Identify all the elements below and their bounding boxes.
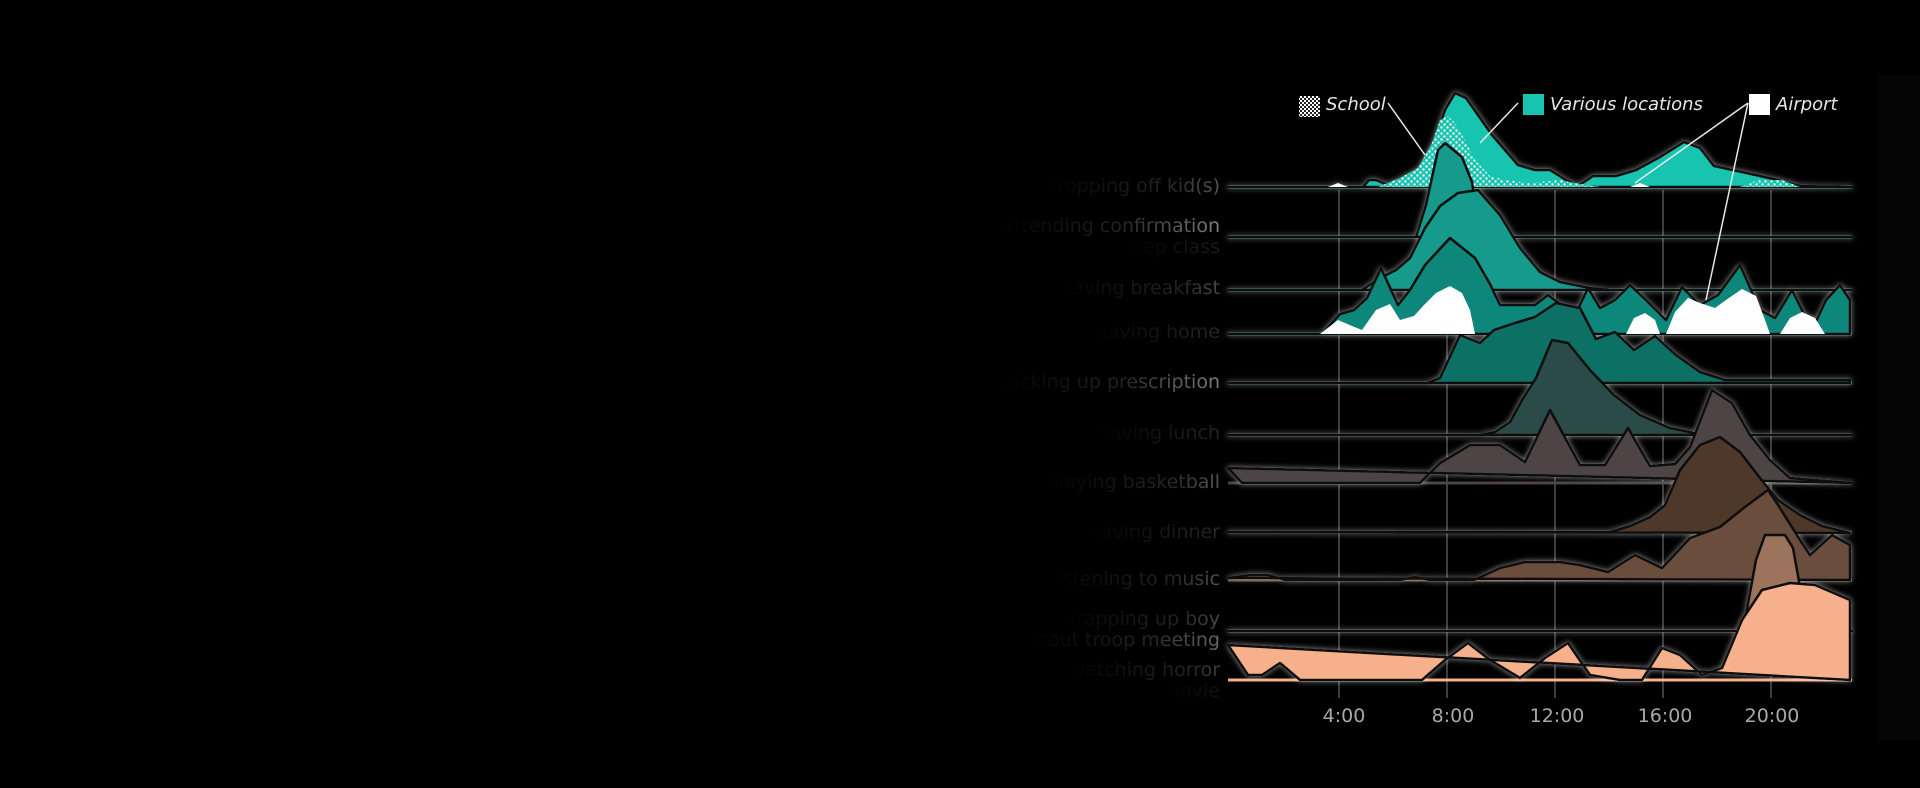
background-panel bbox=[1878, 75, 1920, 740]
legend-various-label: Various locations bbox=[1550, 94, 1703, 115]
label-lunch: having lunch bbox=[1097, 422, 1220, 444]
legend-airport: Airport bbox=[1749, 94, 1838, 115]
label-prescription: picking up prescription bbox=[1002, 371, 1220, 393]
label-scout-2: scout troop meeting bbox=[1027, 629, 1220, 651]
x-tick-16: 16:00 bbox=[1637, 705, 1693, 727]
label-dinner: having dinner bbox=[1088, 521, 1220, 543]
x-tick-4: 4:00 bbox=[1322, 705, 1366, 727]
school-overlay bbox=[1378, 116, 1800, 187]
label-breakfast: having breakfast bbox=[1060, 277, 1220, 299]
ridge-music bbox=[1226, 488, 1852, 582]
row-labels: dropping off kid(s) attending confirmati… bbox=[960, 0, 1220, 788]
x-tick-8: 8:00 bbox=[1431, 705, 1475, 727]
school-swatch-icon bbox=[1299, 96, 1320, 117]
legend-school-label: School bbox=[1326, 94, 1386, 115]
label-basketball: playing basketball bbox=[1047, 471, 1220, 493]
legend-school: School bbox=[1326, 94, 1386, 115]
ridge-dinner bbox=[1226, 435, 1852, 535]
airport-overlay-row4 bbox=[1320, 286, 1825, 334]
ridge-breakfast bbox=[1226, 188, 1854, 292]
label-dropping-off: dropping off kid(s) bbox=[1045, 175, 1220, 197]
label-leaving-home: leaving home bbox=[1090, 321, 1220, 343]
ridge-horror bbox=[1226, 581, 1852, 682]
ridge-prescription bbox=[1226, 301, 1852, 385]
legend-leaders bbox=[1387, 102, 1749, 301]
label-scout-1: wrapping up boy bbox=[1060, 608, 1220, 630]
airport-swatch-icon bbox=[1749, 94, 1770, 115]
x-tick-12: 12:00 bbox=[1529, 705, 1585, 727]
label-confirmation-2: prep class bbox=[1123, 236, 1220, 258]
label-horror-2: movie bbox=[1161, 680, 1220, 702]
legend-various: Various locations bbox=[1523, 94, 1703, 115]
legend-airport-label: Airport bbox=[1776, 94, 1838, 115]
label-horror-1: watching horror bbox=[1069, 659, 1220, 681]
label-music: listening to music bbox=[1051, 568, 1220, 590]
label-confirmation-1: attending confirmation bbox=[1002, 215, 1220, 237]
x-tick-20: 20:00 bbox=[1744, 705, 1800, 727]
various-swatch-icon bbox=[1523, 94, 1544, 115]
ridge-confirmation bbox=[1226, 141, 1854, 239]
